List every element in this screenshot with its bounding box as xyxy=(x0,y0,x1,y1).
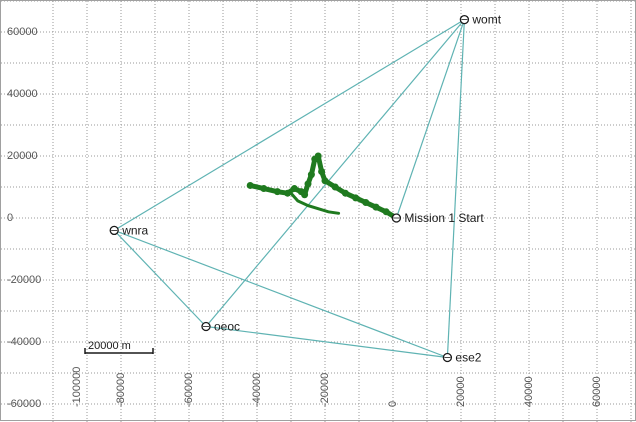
station-label: Mission 1 Start xyxy=(404,211,484,225)
y-tick-label: -60000 xyxy=(7,398,41,410)
track-point xyxy=(318,168,326,175)
x-tick-label: 20000 xyxy=(455,376,467,407)
track-point xyxy=(307,171,315,179)
x-tick-label: -20000 xyxy=(319,373,331,407)
track-point xyxy=(304,180,312,188)
x-tick-label: 0 xyxy=(387,401,399,407)
track-point xyxy=(372,203,380,211)
x-tick-label: -80000 xyxy=(115,373,127,407)
y-tick-label: -40000 xyxy=(7,336,41,348)
track-point xyxy=(246,181,254,189)
station-label: ese2 xyxy=(455,351,481,365)
track-point xyxy=(314,152,322,160)
y-axis-ticks: 60000 40000 20000 0 -20000 -40000 -60000 xyxy=(7,26,41,410)
track-point xyxy=(284,189,292,197)
baseline-line xyxy=(113,229,448,359)
track-point xyxy=(331,183,339,191)
baseline-line xyxy=(395,19,465,219)
baseline-line xyxy=(113,19,465,231)
station-label: wnra xyxy=(121,223,148,237)
station-label: womt xyxy=(471,13,501,27)
x-tick-label: 60000 xyxy=(591,376,603,407)
scale-bar-label: 20000 m xyxy=(88,340,131,352)
track-point xyxy=(260,185,268,193)
baseline-line xyxy=(205,325,448,359)
baseline-line xyxy=(113,229,207,327)
y-tick-label: 40000 xyxy=(7,88,38,100)
track-point xyxy=(341,189,349,197)
scale-bar: 20000 m xyxy=(84,340,154,354)
y-tick-label: 0 xyxy=(7,212,13,224)
track-point xyxy=(382,208,390,216)
track-point xyxy=(321,177,329,185)
x-axis-ticks: -80000 -60000 -40000 -20000 0 20000 40000 60000… xyxy=(71,367,603,407)
x-tick-label: -60000 xyxy=(183,373,195,407)
track-point xyxy=(352,194,360,202)
track-point xyxy=(362,199,370,206)
baseline-line xyxy=(446,19,465,358)
x-tick-label: -40000 xyxy=(251,373,263,407)
x-tick-label: 40000 xyxy=(523,376,535,407)
track xyxy=(246,152,400,222)
track-branch-line xyxy=(289,191,341,215)
y-tick-label: 60000 xyxy=(7,26,38,38)
track-point xyxy=(273,188,281,196)
baseline-line xyxy=(205,19,465,327)
x-tick-label: -100000 xyxy=(71,367,83,407)
y-tick-label: 20000 xyxy=(7,150,38,162)
track-point xyxy=(290,185,298,193)
baselines xyxy=(113,19,465,359)
y-tick-label: -20000 xyxy=(7,274,41,286)
track-point xyxy=(301,191,309,199)
stations: womt wnra oeoc ese2 Mission 1 Start xyxy=(109,13,502,365)
station-label: oeoc xyxy=(214,320,240,334)
